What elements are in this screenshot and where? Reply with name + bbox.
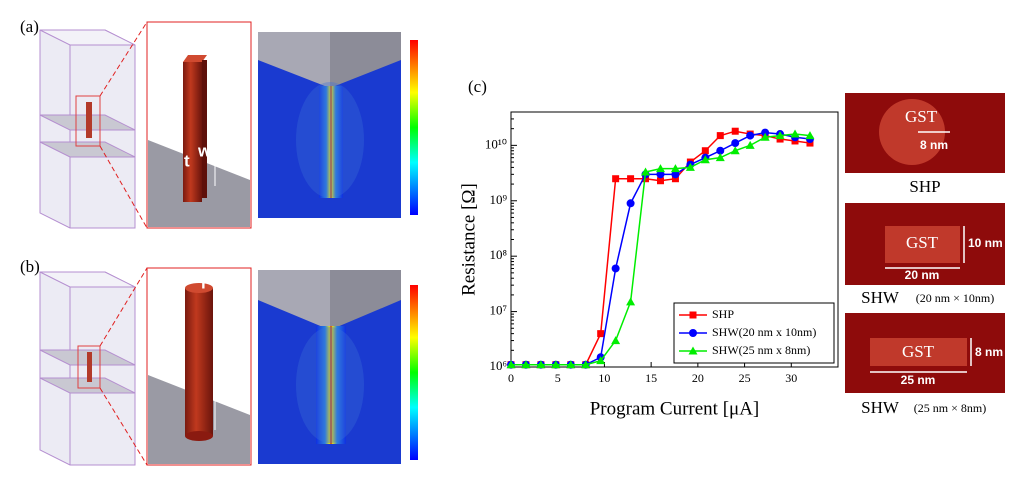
marker — [716, 132, 724, 140]
y-tick-label: 10⁷ — [489, 303, 507, 318]
marker — [626, 297, 636, 306]
legend-label: SHW(20 nm x 10nm) — [712, 325, 816, 339]
dim-label: r — [201, 273, 208, 292]
marker — [689, 311, 697, 319]
marker — [566, 360, 576, 369]
colorbar — [410, 40, 418, 215]
marker — [731, 139, 740, 148]
legend-label: SHP — [712, 307, 734, 321]
marker — [551, 360, 561, 369]
marker — [701, 147, 709, 155]
marker — [612, 175, 620, 183]
marker — [656, 177, 664, 185]
marker — [775, 131, 785, 140]
marker — [627, 175, 635, 183]
marker — [689, 329, 697, 337]
chart: 0 5 10 15 20 25 30 10⁶ 10⁷ 10⁸ 10⁹ 10¹⁰ Program Curr… — [458, 111, 839, 419]
dim-label: w — [197, 141, 212, 160]
x-tick-label: 10 — [598, 371, 610, 385]
marker — [731, 127, 739, 135]
dim-label: 20 nm — [905, 268, 940, 282]
marker — [670, 164, 680, 173]
cross-section — [845, 93, 1005, 173]
marker — [730, 146, 740, 155]
marker — [760, 132, 770, 141]
zoom-line — [99, 267, 148, 347]
marker — [716, 146, 725, 155]
zoom-view — [146, 21, 252, 229]
temperature-map — [258, 270, 401, 464]
y-axis-label: Resistance [Ω] — [458, 183, 479, 296]
colorbar — [410, 285, 418, 460]
caption: SHW — [861, 288, 900, 307]
marker — [761, 128, 770, 137]
marker — [688, 346, 698, 355]
marker — [611, 336, 621, 345]
zoom-line — [99, 387, 148, 466]
marker — [715, 153, 725, 162]
marker — [700, 155, 710, 164]
marker — [790, 129, 800, 138]
marker — [641, 167, 651, 176]
marker — [506, 360, 516, 369]
caption: SHW — [861, 398, 900, 417]
panel-label: (a) — [20, 17, 39, 36]
dim-label: h — [218, 361, 228, 380]
marker — [521, 360, 531, 369]
marker — [671, 175, 679, 183]
box-3d — [39, 271, 136, 466]
marker — [805, 131, 815, 140]
y-tick-label: 10¹⁰ — [485, 136, 507, 151]
marker — [656, 170, 665, 179]
legend-label: SHW(25 nm x 8nm) — [712, 343, 810, 357]
dim-label: 8 nm — [975, 345, 1003, 359]
x-tick-label: 20 — [692, 371, 704, 385]
dim-label: 25 nm — [901, 373, 936, 387]
marker — [581, 360, 591, 369]
x-tick-label: 25 — [739, 371, 751, 385]
cross-section — [845, 203, 1005, 285]
material-label: GST — [906, 233, 939, 252]
x-axis-label: Program Current [μA] — [590, 398, 760, 419]
box-3d — [39, 29, 136, 229]
zoom-line — [99, 21, 148, 97]
x-tick-label: 15 — [645, 371, 657, 385]
marker — [597, 330, 605, 338]
marker — [642, 175, 650, 183]
x-tick-label: 0 — [508, 371, 514, 385]
material-label: GST — [902, 342, 935, 361]
marker — [596, 356, 606, 365]
temperature-map — [258, 32, 401, 218]
x-tick-label: 5 — [555, 371, 561, 385]
marker — [611, 264, 620, 273]
dim-label: t — [184, 151, 190, 170]
zoom-view — [146, 267, 252, 466]
y-tick-label: 10⁶ — [489, 358, 507, 373]
marker — [536, 360, 546, 369]
caption-detail: (20 nm × 10nm) — [916, 291, 994, 305]
marker — [671, 170, 680, 179]
dim-label: 10 nm — [968, 236, 1003, 250]
caption: SHP — [909, 177, 940, 196]
panel-label: (b) — [20, 257, 40, 276]
marker — [655, 164, 665, 173]
cross-section — [845, 313, 1005, 393]
y-tick-label: 10⁸ — [489, 247, 507, 262]
marker — [806, 139, 814, 147]
marker — [626, 199, 635, 208]
marker — [745, 140, 755, 149]
marker — [685, 162, 695, 171]
material-label: GST — [905, 107, 938, 126]
dim-label: 8 nm — [920, 138, 948, 152]
x-tick-label: 30 — [785, 371, 797, 385]
caption-detail: (25 nm × 8nm) — [914, 401, 986, 415]
y-tick-label: 10⁹ — [489, 192, 507, 207]
marker — [746, 131, 755, 140]
dim-label: h — [218, 111, 228, 130]
panel-label: (c) — [468, 77, 487, 96]
